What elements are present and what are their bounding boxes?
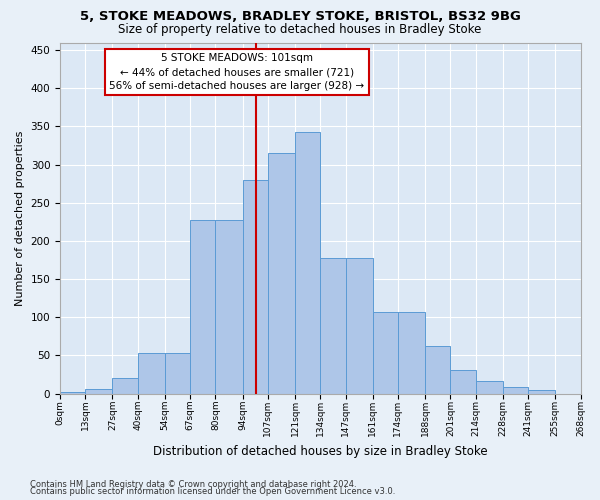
Bar: [268, 153, 295, 394]
Bar: [60, 392, 85, 394]
Text: 5, STOKE MEADOWS, BRADLEY STOKE, BRISTOL, BS32 9BG: 5, STOKE MEADOWS, BRADLEY STOKE, BRISTOL…: [80, 10, 520, 23]
Bar: [451, 370, 476, 394]
Bar: [242, 180, 268, 394]
Bar: [346, 258, 373, 394]
Text: Size of property relative to detached houses in Bradley Stoke: Size of property relative to detached ho…: [118, 22, 482, 36]
Y-axis label: Number of detached properties: Number of detached properties: [15, 130, 25, 306]
Bar: [425, 346, 451, 394]
Bar: [215, 220, 242, 394]
Bar: [476, 382, 503, 394]
Text: 5 STOKE MEADOWS: 101sqm
← 44% of detached houses are smaller (721)
56% of semi-d: 5 STOKE MEADOWS: 101sqm ← 44% of detache…: [109, 53, 365, 91]
Bar: [503, 388, 528, 394]
Bar: [528, 390, 555, 394]
Bar: [320, 258, 346, 394]
Bar: [373, 312, 398, 394]
Bar: [112, 378, 138, 394]
Bar: [190, 220, 215, 394]
X-axis label: Distribution of detached houses by size in Bradley Stoke: Distribution of detached houses by size …: [153, 444, 488, 458]
Text: Contains HM Land Registry data © Crown copyright and database right 2024.: Contains HM Land Registry data © Crown c…: [30, 480, 356, 489]
Bar: [138, 353, 165, 394]
Bar: [165, 353, 190, 394]
Text: Contains public sector information licensed under the Open Government Licence v3: Contains public sector information licen…: [30, 488, 395, 496]
Bar: [85, 389, 112, 394]
Bar: [295, 132, 320, 394]
Bar: [398, 312, 425, 394]
